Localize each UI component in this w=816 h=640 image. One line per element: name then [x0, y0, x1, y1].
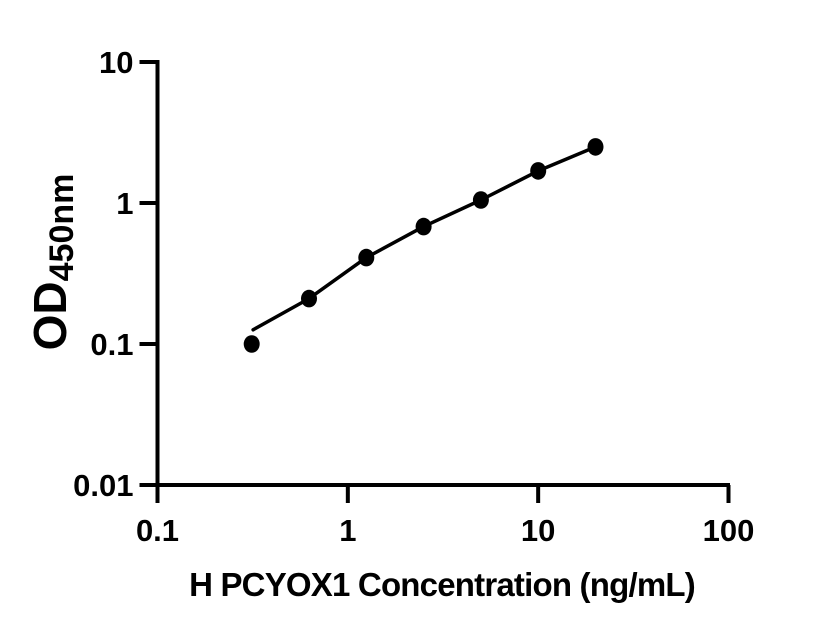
data-point-marker [530, 162, 547, 180]
x-tick-label: 0.1 [136, 513, 179, 548]
y-axis-title: OD450nm [24, 174, 81, 351]
x-tick-label: 1 [339, 513, 356, 548]
y-axis-title-subscript: 450nm [43, 174, 81, 282]
data-point-marker [415, 217, 432, 236]
y-tick-label: 1 [116, 186, 133, 221]
data-point-marker [472, 191, 489, 209]
y-axis-title-main: OD [24, 281, 76, 350]
data-point-marker [301, 289, 317, 308]
x-tick-label: 100 [703, 513, 755, 548]
y-tick-label: 10 [99, 45, 133, 80]
data-point-marker [358, 248, 375, 267]
y-tick-label: 0.1 [90, 327, 133, 362]
x-axis-title: H PCYOX1 Concentration (ng/mL) [189, 566, 695, 603]
x-tick-label: 10 [521, 513, 555, 548]
y-tick-label: 0.01 [73, 468, 133, 503]
data-points-layer [243, 138, 604, 353]
data-point-marker [243, 335, 260, 353]
data-point-marker [587, 138, 604, 156]
